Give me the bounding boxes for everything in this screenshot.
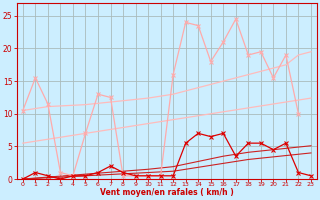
X-axis label: Vent moyen/en rafales ( km/h ): Vent moyen/en rafales ( km/h ) [100,188,234,197]
